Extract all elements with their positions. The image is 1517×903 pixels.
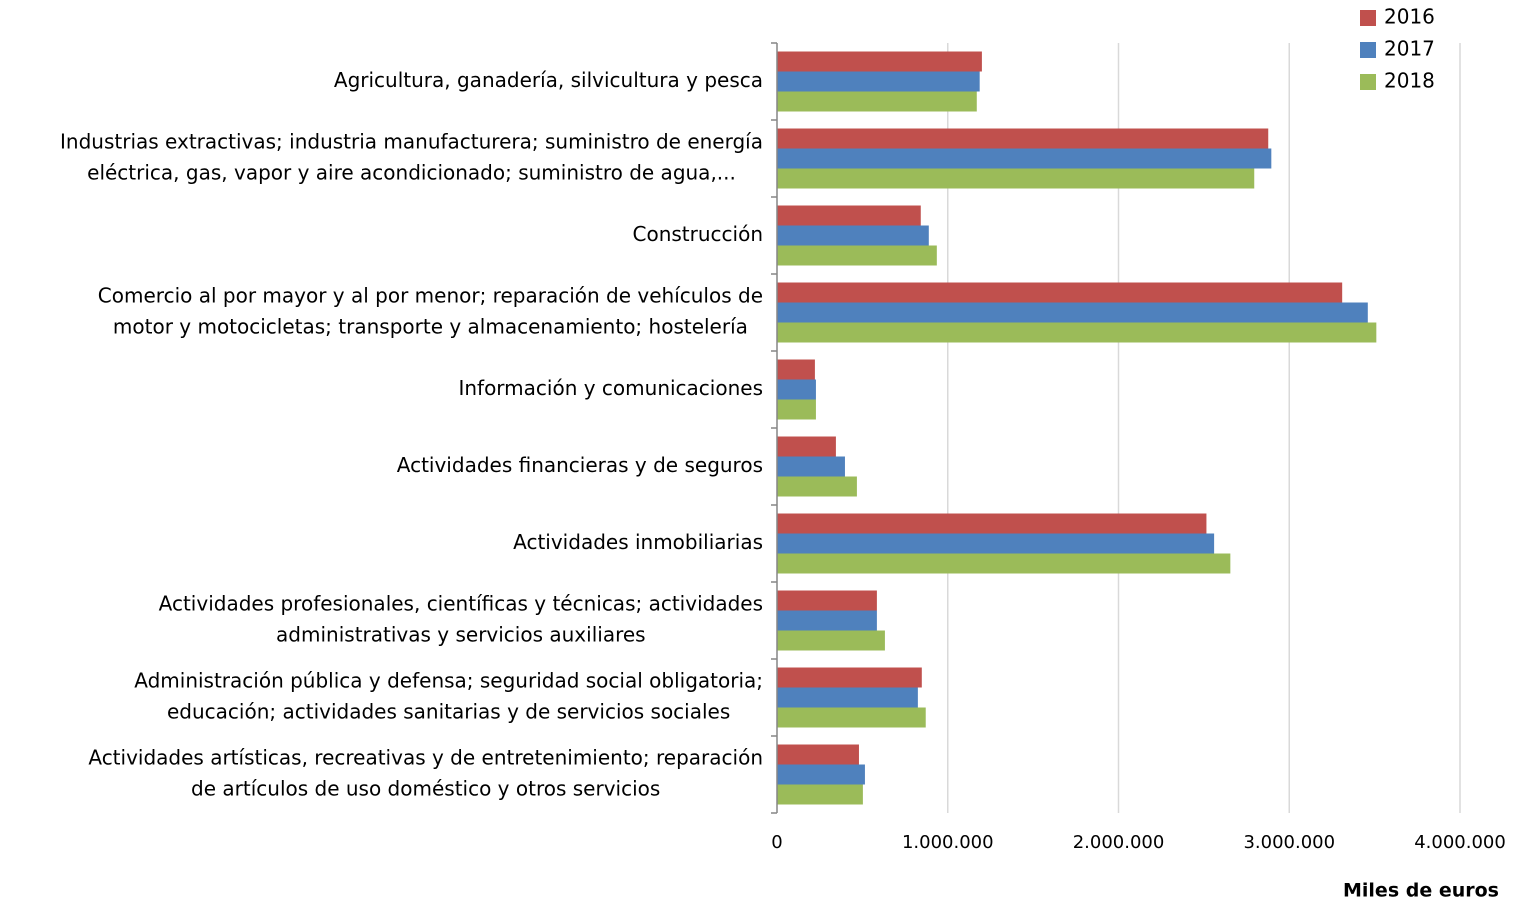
y-tick-label: Actividades profesionales, científicas y… — [159, 592, 763, 616]
legend-swatch — [1360, 10, 1376, 26]
bar — [777, 436, 836, 457]
bar — [777, 687, 918, 708]
bar — [777, 205, 921, 226]
bar — [777, 630, 885, 651]
y-tick-label: administrativas y servicios auxiliares — [276, 623, 646, 647]
y-tick-label: Industrias extractivas; industria manufa… — [60, 130, 763, 154]
y-tick-label: educación; actividades sanitarias y de s… — [167, 700, 730, 724]
bar — [777, 148, 1272, 169]
bar — [777, 282, 1343, 303]
y-tick-label: motor y motocicletas; transporte y almac… — [113, 315, 748, 339]
bar — [777, 707, 926, 728]
y-tick-label: eléctrica, gas, vapor y aire acondiciona… — [87, 161, 736, 185]
bar — [777, 764, 865, 785]
bar — [777, 553, 1231, 574]
bar — [777, 590, 877, 611]
legend-label: 2017 — [1384, 37, 1435, 61]
x-tick-label: 3.000.000 — [1243, 832, 1335, 853]
x-tick-label: 1.000.000 — [902, 832, 994, 853]
bar — [777, 359, 815, 380]
bars — [777, 51, 1377, 805]
legend-swatch — [1360, 74, 1376, 90]
x-tick-label: 2.000.000 — [1073, 832, 1165, 853]
legend-swatch — [1360, 42, 1376, 58]
y-tick-label: Actividades artísticas, recreativas y de… — [88, 746, 763, 770]
y-tick-label: Agricultura, ganadería, silvicultura y p… — [334, 68, 763, 92]
bar — [777, 225, 929, 246]
y-tick-label: Actividades inmobiliarias — [513, 530, 763, 554]
bar — [777, 667, 922, 688]
bar — [777, 322, 1377, 343]
bar — [777, 476, 857, 497]
y-tick-label: Administración pública y defensa; seguri… — [134, 669, 763, 693]
y-tick-label: Comercio al por mayor y al por menor; re… — [98, 284, 763, 308]
bar — [777, 245, 937, 266]
y-tick-label: Actividades financieras y de seguros — [397, 453, 763, 477]
y-tick-label: de artículos de uso doméstico y otros se… — [191, 777, 660, 801]
bar — [777, 91, 977, 112]
bar — [777, 168, 1255, 189]
y-tick-label: Información y comunicaciones — [458, 376, 763, 400]
legend-label: 2016 — [1384, 5, 1435, 29]
bar — [777, 379, 816, 400]
bar — [777, 610, 877, 631]
bar — [777, 71, 980, 92]
x-tick-label: 4.000.000 — [1414, 832, 1506, 853]
bar — [777, 513, 1207, 534]
bar — [777, 302, 1368, 323]
bar — [777, 399, 816, 420]
legend-label: 2018 — [1384, 69, 1435, 93]
bar — [777, 51, 982, 72]
x-axis-label: Miles de euros — [1343, 880, 1499, 902]
y-tick-label: Construcción — [633, 222, 764, 246]
bar — [777, 744, 859, 765]
bar — [777, 784, 863, 805]
bar — [777, 533, 1215, 554]
bar — [777, 456, 845, 477]
bar — [777, 128, 1269, 149]
x-tick-label: 0 — [771, 832, 782, 853]
